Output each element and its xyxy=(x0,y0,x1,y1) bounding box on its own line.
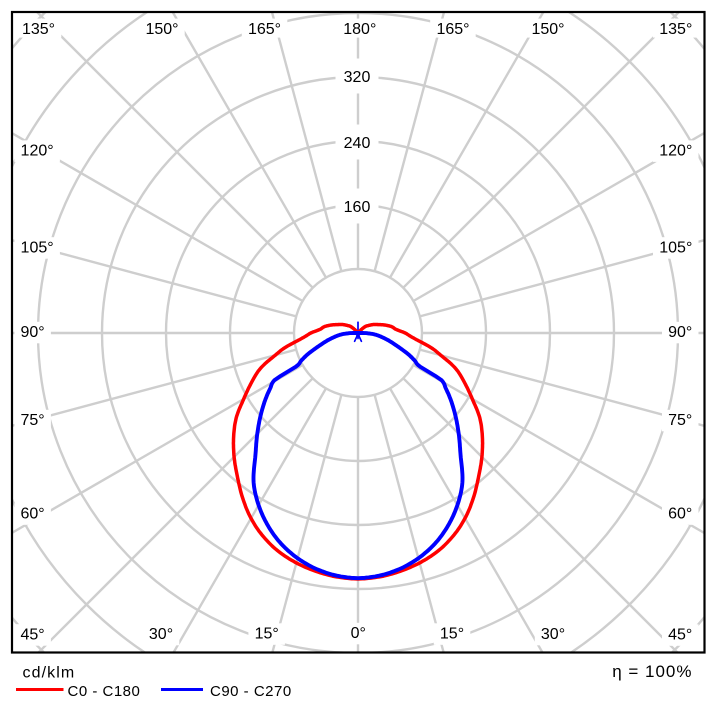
svg-text:cd/klm: cd/klm xyxy=(23,665,76,682)
svg-text:30°: 30° xyxy=(541,626,565,643)
svg-text:75°: 75° xyxy=(668,412,692,429)
svg-text:45°: 45° xyxy=(668,627,692,644)
svg-text:150°: 150° xyxy=(531,21,564,38)
svg-text:320: 320 xyxy=(344,69,371,86)
svg-text:120°: 120° xyxy=(21,143,54,160)
svg-text:120°: 120° xyxy=(659,143,692,160)
svg-text:60°: 60° xyxy=(20,506,44,523)
svg-text:160: 160 xyxy=(344,199,371,216)
svg-text:135°: 135° xyxy=(22,21,55,38)
svg-text:105°: 105° xyxy=(659,239,692,256)
svg-text:165°: 165° xyxy=(436,21,469,38)
svg-text:15°: 15° xyxy=(440,626,464,643)
svg-text:165°: 165° xyxy=(248,21,281,38)
svg-text:180°: 180° xyxy=(343,21,376,38)
svg-text:0°: 0° xyxy=(351,625,366,642)
svg-text:30°: 30° xyxy=(149,626,173,643)
svg-text:45°: 45° xyxy=(20,626,44,643)
svg-text:C0 - C180: C0 - C180 xyxy=(68,683,141,700)
svg-text:60°: 60° xyxy=(668,506,692,523)
svg-text:150°: 150° xyxy=(145,21,178,38)
svg-text:240: 240 xyxy=(344,135,371,152)
svg-text:C90 - C270: C90 - C270 xyxy=(210,683,292,700)
svg-text:η = 100%: η = 100% xyxy=(612,662,692,681)
svg-text:90°: 90° xyxy=(668,324,692,341)
svg-text:75°: 75° xyxy=(20,412,44,429)
svg-text:135°: 135° xyxy=(659,21,692,38)
svg-text:105°: 105° xyxy=(21,239,54,256)
svg-text:15°: 15° xyxy=(255,626,279,643)
svg-text:90°: 90° xyxy=(20,324,44,341)
